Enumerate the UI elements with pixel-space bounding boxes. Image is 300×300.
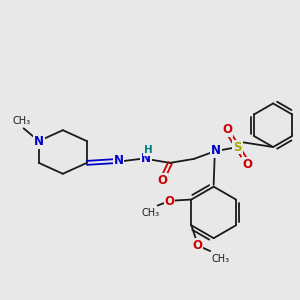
Text: CH₃: CH₃ [211,254,229,264]
Text: N: N [113,154,124,167]
Text: N: N [141,152,151,165]
Text: H: H [144,145,153,155]
Text: CH₃: CH₃ [13,116,31,126]
Text: S: S [233,140,242,154]
Text: O: O [164,195,175,208]
Text: N: N [211,145,220,158]
Text: N: N [34,135,44,148]
Text: O: O [223,123,232,136]
Text: O: O [157,174,167,187]
Text: O: O [192,238,202,252]
Text: O: O [242,158,252,171]
Text: CH₃: CH₃ [142,208,160,218]
